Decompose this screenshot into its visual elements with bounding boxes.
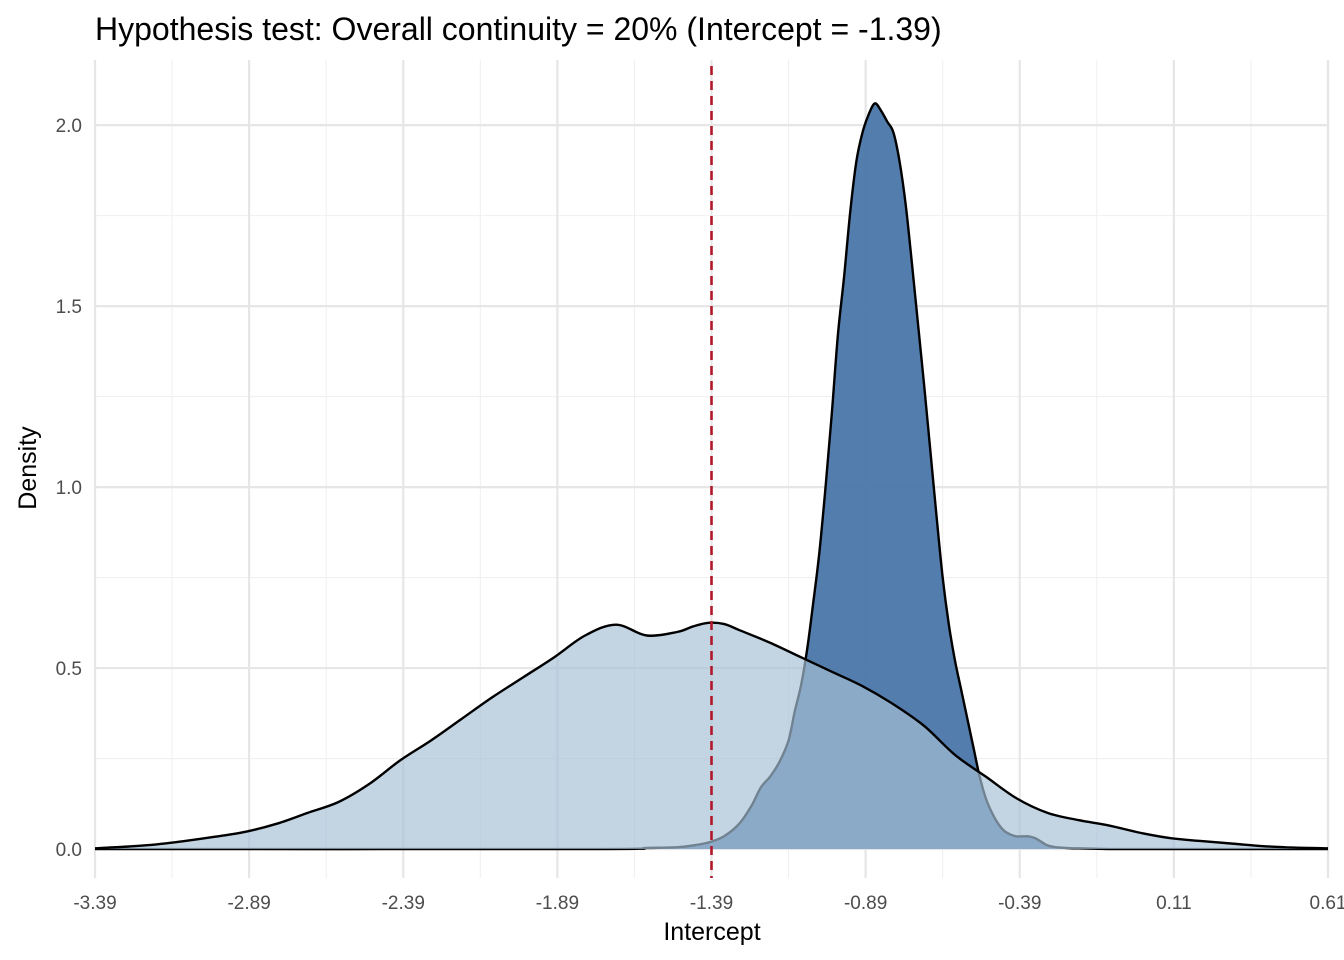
x-tick-label: -2.89	[227, 893, 270, 914]
x-tick-label: -0.39	[998, 893, 1041, 914]
y-tick-label: 0.0	[56, 840, 82, 861]
y-tick-labels: 0.0 0.5 1.0 1.5 2.0	[56, 116, 82, 861]
x-tick-label: -3.39	[73, 893, 116, 914]
chart-title: Hypothesis test: Overall continuity = 20…	[95, 11, 942, 47]
y-tick-label: 2.0	[56, 116, 82, 137]
y-tick-label: 0.5	[56, 659, 82, 680]
density-area-2	[95, 622, 1328, 850]
x-tick-label: -2.39	[382, 893, 425, 914]
x-tick-label: -1.89	[536, 893, 579, 914]
density-series	[94, 102, 1329, 851]
y-axis-title: Density	[14, 426, 42, 510]
density-curve-2	[94, 621, 1329, 850]
y-tick-label: 1.5	[56, 297, 82, 318]
x-tick-labels: -3.39 -2.89 -2.39 -1.89 -1.39 -0.89 -0.39 0.11 0…	[73, 893, 1344, 914]
y-tick-label: 1.0	[56, 478, 82, 499]
x-tick-label: 0.11	[1156, 893, 1192, 914]
x-tick-label: -1.39	[690, 893, 733, 914]
x-tick-label: 0.61	[1310, 893, 1344, 914]
x-tick-label: -0.89	[844, 893, 887, 914]
x-axis-title: Intercept	[663, 918, 760, 946]
